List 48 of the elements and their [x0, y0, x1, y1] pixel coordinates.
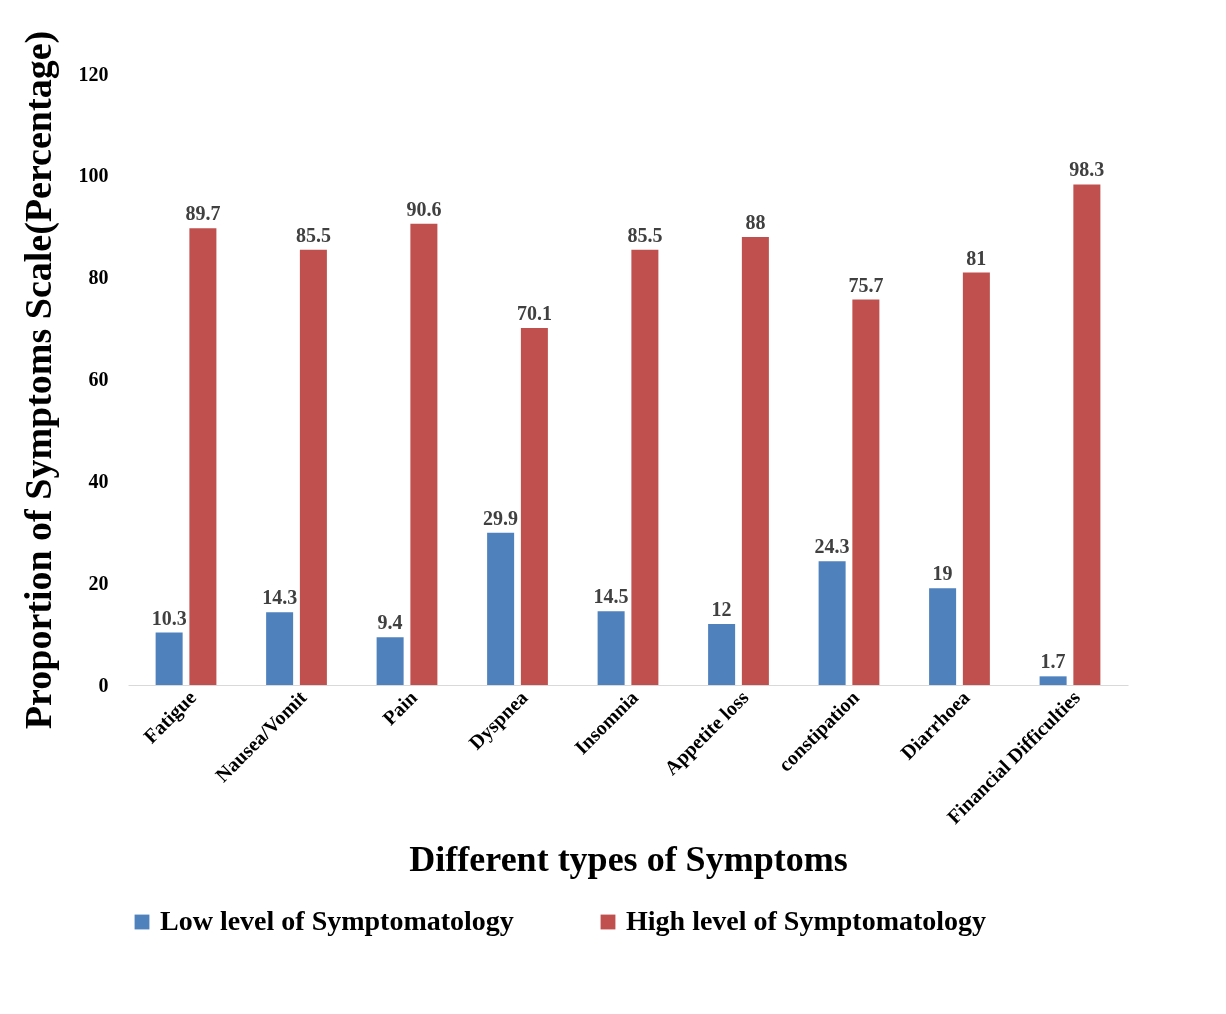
data-label: 12	[711, 597, 732, 620]
bar	[487, 532, 515, 685]
bar	[818, 561, 846, 685]
legend-label: High level of Symptomatology	[626, 905, 987, 936]
bar	[708, 623, 736, 685]
data-label: 75.7	[848, 273, 884, 296]
x-axis-title: Different types of Symptoms	[409, 838, 848, 879]
data-label: 14.5	[593, 585, 629, 608]
data-label: 14.3	[262, 586, 298, 609]
bar	[266, 612, 294, 685]
data-label: 89.7	[185, 202, 221, 225]
data-label: 90.6	[406, 197, 442, 220]
bar	[520, 328, 548, 685]
bar	[962, 272, 990, 685]
y-axis-title: Proportion of Symptoms Scale(Percentage)	[16, 30, 60, 730]
y-tick-label: 20	[88, 571, 109, 594]
bar	[852, 299, 880, 685]
bar	[189, 228, 217, 685]
y-tick-label: 80	[88, 266, 109, 289]
bar	[299, 249, 327, 685]
bar	[155, 632, 183, 685]
y-tick-label: 0	[98, 673, 109, 696]
y-tick-label: 100	[78, 164, 109, 187]
data-label: 1.7	[1040, 650, 1066, 673]
bar	[410, 223, 438, 685]
data-label: 24.3	[814, 535, 850, 558]
data-label: 10.3	[151, 606, 187, 629]
bar	[741, 236, 769, 685]
bar	[631, 249, 659, 685]
x-tick-label: Pain	[378, 686, 422, 730]
y-tick-label: 120	[78, 62, 109, 85]
data-label: 85.5	[295, 223, 331, 246]
bar	[597, 611, 625, 685]
data-label: 85.5	[627, 223, 663, 246]
data-label: 19	[932, 562, 953, 585]
legend-label: Low level of Symptomatology	[160, 905, 514, 936]
y-tick-label: 40	[88, 469, 109, 492]
y-tick-label: 60	[88, 368, 109, 390]
bar	[929, 588, 957, 685]
data-label: 81	[966, 246, 987, 269]
data-label: 70.1	[516, 302, 552, 325]
data-label: 98.3	[1069, 158, 1105, 181]
bar	[1073, 184, 1101, 685]
data-label: 88	[745, 210, 766, 233]
data-label: 9.4	[377, 611, 403, 634]
bar	[376, 637, 404, 685]
data-label: 29.9	[483, 506, 519, 529]
bar	[1039, 676, 1067, 685]
